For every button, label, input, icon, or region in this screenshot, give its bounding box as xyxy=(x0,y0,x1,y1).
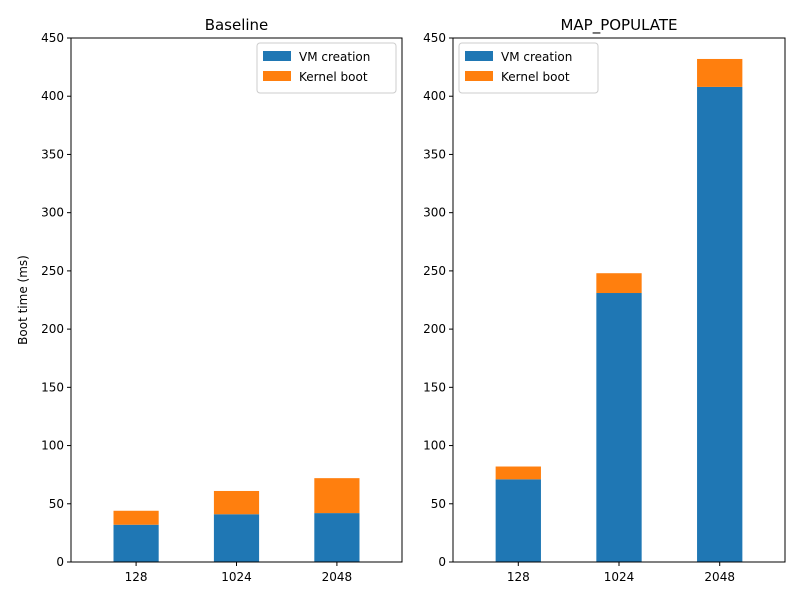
bar-vm-creation-128 xyxy=(495,479,541,562)
legend-label: Kernel boot xyxy=(501,70,570,84)
x-tick-label: 128 xyxy=(507,570,530,584)
chart-panel-0: 0 50 100 150 200 250 300 350 400 450 128 1024 2048 Ba… xyxy=(16,16,403,584)
bar-kernel-boot-1024 xyxy=(213,490,260,515)
legend-box xyxy=(458,42,599,94)
chart-title: MAP_POPULATE xyxy=(560,16,677,35)
y-tick-label: 150 xyxy=(423,380,446,394)
x-tick-label: 2048 xyxy=(704,570,735,584)
legend: VM creation Kernel boot xyxy=(256,42,397,94)
y-tick-label: 400 xyxy=(41,89,64,103)
y-tick-label: 400 xyxy=(423,89,446,103)
bar-kernel-boot-1024 xyxy=(596,273,642,294)
y-tick-label: 450 xyxy=(41,31,64,45)
y-tick-label: 350 xyxy=(41,147,64,161)
y-tick-label: 250 xyxy=(41,264,64,278)
y-tick-label: 200 xyxy=(41,322,64,336)
legend-box xyxy=(256,42,397,94)
x-tick-label: 1024 xyxy=(604,570,635,584)
legend: VM creation Kernel boot xyxy=(458,42,599,94)
bar-kernel-boot-2048 xyxy=(697,58,743,87)
legend-swatch xyxy=(263,71,291,81)
y-axis-label: Boot time (ms) xyxy=(16,255,30,345)
y-tick-label: 250 xyxy=(423,264,446,278)
bar-vm-creation-2048 xyxy=(697,86,743,562)
legend-swatch xyxy=(465,71,493,81)
legend-swatch xyxy=(263,51,291,61)
y-tick-label: 300 xyxy=(423,206,446,220)
chart-title: Baseline xyxy=(205,16,269,34)
y-tick-label: 0 xyxy=(56,555,64,569)
legend-label: VM creation xyxy=(299,50,370,64)
bar-kernel-boot-128 xyxy=(495,466,541,480)
y-tick-label: 150 xyxy=(41,380,64,394)
x-tick-label: 128 xyxy=(125,570,148,584)
bar-vm-creation-2048 xyxy=(314,513,360,562)
y-tick-label: 100 xyxy=(41,439,64,453)
y-tick-label: 100 xyxy=(423,439,446,453)
bar-vm-creation-128 xyxy=(113,524,159,562)
legend-label: Kernel boot xyxy=(299,70,368,84)
y-tick-label: 200 xyxy=(423,322,446,336)
x-tick-label: 2048 xyxy=(322,570,353,584)
y-tick-label: 50 xyxy=(431,497,446,511)
bar-kernel-boot-128 xyxy=(113,510,159,525)
y-tick-label: 50 xyxy=(49,497,64,511)
legend-swatch xyxy=(465,51,493,61)
legend-label: VM creation xyxy=(501,50,572,64)
y-tick-label: 350 xyxy=(423,147,446,161)
x-tick-label: 1024 xyxy=(221,570,252,584)
bar-vm-creation-1024 xyxy=(213,514,260,562)
y-tick-label: 450 xyxy=(423,31,446,45)
chart-panel-1: 0 50 100 150 200 250 300 350 400 450 128 1024 2048 MA… xyxy=(423,16,786,584)
bar-kernel-boot-2048 xyxy=(314,478,360,514)
bar-vm-creation-1024 xyxy=(596,293,642,562)
y-tick-label: 0 xyxy=(438,555,446,569)
y-tick-label: 300 xyxy=(41,206,64,220)
